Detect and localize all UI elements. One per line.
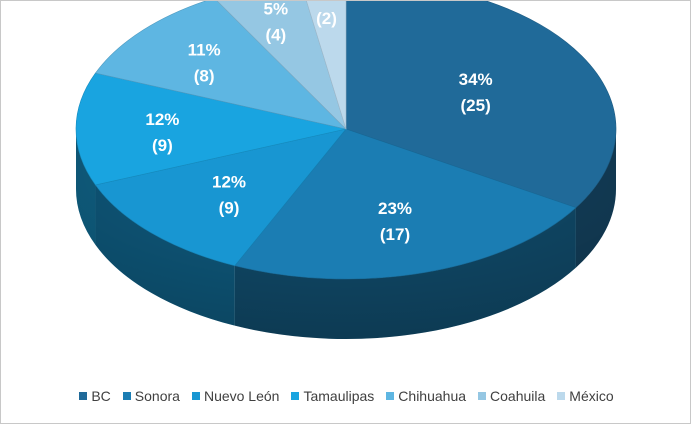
data-label-percent-bc: 34% xyxy=(459,70,493,89)
legend-swatch-tamaulipas xyxy=(291,392,300,400)
pie-slice-mexico[interactable] xyxy=(300,1,347,130)
legend-swatch-sonora xyxy=(122,392,131,400)
legend-swatch-nuevo-leon xyxy=(191,392,200,400)
legend-item-bc[interactable]: BC xyxy=(79,388,111,404)
pie-slice-bc[interactable] xyxy=(345,1,617,208)
data-label-count-nuevo-leon: (9) xyxy=(219,198,240,217)
data-label-percent-chihuahua: 11% xyxy=(188,41,221,60)
legend-item-mexico[interactable]: México xyxy=(557,388,614,404)
data-label-count-bc: (25) xyxy=(461,96,491,115)
data-label-percent-mexico: 3% xyxy=(314,1,339,2)
pie-tops xyxy=(75,1,617,280)
legend-label-sonora: Sonora xyxy=(134,388,180,404)
data-label-count-mexico: (2) xyxy=(316,9,337,28)
pie-slice-tamaulipas[interactable] xyxy=(75,72,347,186)
legend-label-tamaulipas: Tamaulipas xyxy=(303,388,375,404)
legend-item-sonora[interactable]: Sonora xyxy=(122,388,180,404)
legend-item-chihuahua[interactable]: Chihuahua xyxy=(386,388,466,404)
legend-item-nuevo-leon[interactable]: Nuevo León xyxy=(191,388,280,404)
pie-sides xyxy=(76,129,616,339)
legend-label-chihuahua: Chihuahua xyxy=(398,388,467,404)
legend-label-bc: BC xyxy=(91,388,111,404)
legend-label-mexico: México xyxy=(569,388,614,404)
data-label-percent-nuevo-leon: 12% xyxy=(212,172,246,191)
legend-swatch-bc xyxy=(79,392,88,400)
legend-item-coahuila[interactable]: Coahuila xyxy=(478,388,545,404)
pie-side-shading xyxy=(76,129,616,339)
pie-slice-sonora[interactable] xyxy=(234,128,577,280)
legend-item-tamaulipas[interactable]: Tamaulipas xyxy=(291,388,374,404)
legend: BC Sonora Nuevo León Tamaulipas Chihuahua Coa… xyxy=(1,385,691,407)
pie-slice-chihuahua[interactable] xyxy=(94,1,347,130)
legend-swatch-coahuila xyxy=(478,392,487,400)
legend-swatch-chihuahua xyxy=(386,392,395,400)
pie-slice-nuevo-leon[interactable] xyxy=(94,128,347,267)
data-label-percent-coahuila: 5% xyxy=(264,1,289,19)
data-label-percent-tamaulipas: 12% xyxy=(145,110,179,129)
pie-slice-coahuila[interactable] xyxy=(214,1,347,130)
data-label-count-sonora: (17) xyxy=(380,225,410,244)
data-label-count-tamaulipas: (9) xyxy=(152,136,173,155)
legend-label-nuevo-leon: Nuevo León xyxy=(203,388,280,404)
data-label-count-chihuahua: (8) xyxy=(194,67,215,86)
legend-label-coahuila: Coahuila xyxy=(490,388,546,404)
legend-swatch-mexico xyxy=(557,392,566,400)
data-label-count-coahuila: (4) xyxy=(265,26,286,45)
pie-labels: 34% (25) 23% (17) 12% (9) 12% (9) 11% (8) 5% (4) 3% (… xyxy=(145,1,492,244)
data-label-percent-sonora: 23% xyxy=(378,199,412,218)
